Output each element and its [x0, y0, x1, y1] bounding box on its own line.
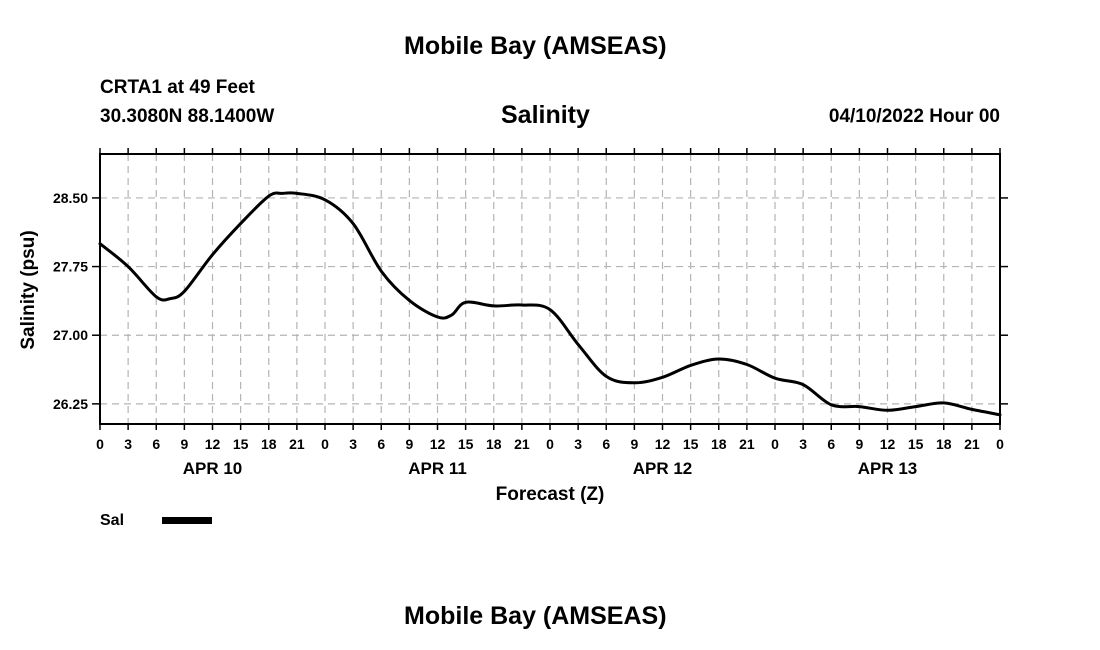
x-tick-label: 6 [152, 436, 160, 452]
chart-title: Mobile Bay (AMSEAS) [404, 32, 667, 60]
x-tick-label: 15 [233, 436, 249, 452]
forecast-datetime: 04/10/2022 Hour 00 [828, 106, 1000, 127]
x-tick-label: 18 [936, 436, 952, 452]
x-tick-label: 21 [514, 436, 530, 452]
x-tick-label: 3 [349, 436, 357, 452]
y-tick-label: 27.75 [53, 259, 88, 275]
x-tick-label: 0 [546, 436, 554, 452]
x-tick-label: 18 [486, 436, 502, 452]
footer-title: Mobile Bay (AMSEAS) [404, 602, 667, 630]
x-tick-label: 15 [458, 436, 474, 452]
day-label: APR 10 [183, 459, 243, 478]
day-label: APR 12 [633, 459, 693, 478]
x-tick-label: 0 [996, 436, 1004, 452]
station-coordinates: 30.3080N 88.1400W [100, 106, 275, 127]
x-tick-label: 21 [289, 436, 305, 452]
x-tick-label: 6 [827, 436, 835, 452]
x-tick-label: 15 [683, 436, 699, 452]
x-tick-label: 0 [321, 436, 329, 452]
grid-lines [100, 154, 1000, 424]
axis-tick-labels: 0 3 6 9 12 15 18 21 0 3 6 9 12 15 18 21 0 3 6 9 12 15 18 21 0 3 6 9… [53, 190, 1004, 478]
x-tick-label: 0 [771, 436, 779, 452]
x-tick-label: 6 [377, 436, 385, 452]
x-axis-label: Forecast (Z) [496, 484, 605, 505]
station-label: CRTA1 at 49 Feet [100, 77, 255, 98]
x-tick-label: 9 [180, 436, 188, 452]
day-label: APR 13 [858, 459, 918, 478]
x-tick-label: 3 [574, 436, 582, 452]
x-tick-label: 15 [908, 436, 924, 452]
axis-ticks [92, 148, 1008, 430]
x-tick-label: 6 [602, 436, 610, 452]
x-tick-label: 12 [205, 436, 221, 452]
x-tick-label: 12 [655, 436, 671, 452]
y-tick-label: 26.25 [53, 396, 88, 412]
x-tick-label: 9 [405, 436, 413, 452]
x-tick-label: 12 [880, 436, 896, 452]
day-label: APR 11 [408, 459, 467, 478]
x-tick-label: 21 [964, 436, 980, 452]
x-tick-label: 12 [430, 436, 446, 452]
y-tick-label: 28.50 [53, 190, 88, 206]
y-axis-label: Salinity (psu) [18, 230, 39, 349]
x-tick-label: 9 [855, 436, 863, 452]
x-tick-label: 0 [96, 436, 104, 452]
legend-swatch [162, 517, 212, 524]
legend-label: Sal [100, 512, 124, 529]
x-tick-label: 3 [124, 436, 132, 452]
salinity-series-line [98, 191, 1002, 417]
variable-title: Salinity [501, 101, 590, 129]
x-tick-label: 3 [799, 436, 807, 452]
x-tick-label: 21 [739, 436, 755, 452]
x-tick-label: 18 [711, 436, 727, 452]
x-tick-label: 9 [630, 436, 638, 452]
y-tick-label: 27.00 [53, 327, 88, 343]
x-tick-label: 18 [261, 436, 277, 452]
